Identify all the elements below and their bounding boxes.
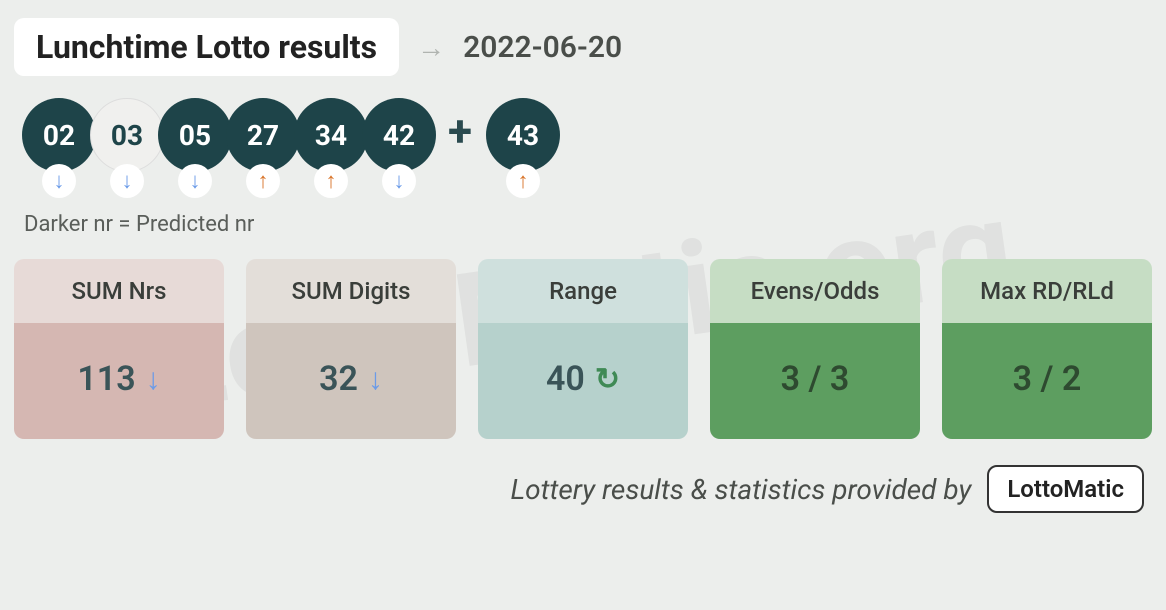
ball-wrap: 34↑ <box>294 98 368 198</box>
legend-text: Darker nr = Predicted nr <box>24 212 1152 237</box>
footer-text: Lottery results & statistics provided by <box>511 473 972 506</box>
ball-predicted: 43 <box>486 98 560 172</box>
cycle-icon: ↻ <box>595 362 620 397</box>
arrow-right-icon: → <box>417 31 445 64</box>
trend-up-icon: ↑ <box>506 164 540 198</box>
stat-card: Max RD/RLd 3 / 2 <box>942 259 1152 439</box>
brand-chip[interactable]: LottoMatic <box>987 465 1144 513</box>
trend-down-icon: ↓ <box>382 164 416 198</box>
stats-row: SUM Nrs 113 ↓ SUM Digits 32 ↓ Range 40 ↻ Evens/Od… <box>14 259 1152 439</box>
plus-separator: + <box>448 105 472 157</box>
stat-card-value: 3 / 2 <box>942 323 1152 439</box>
trend-down-icon: ↓ <box>42 164 76 198</box>
ball-wrap: 42↓ <box>362 98 436 198</box>
trend-up-icon: ↑ <box>246 164 280 198</box>
stat-card: Evens/Odds 3 / 3 <box>710 259 920 439</box>
stat-card-label: SUM Digits <box>246 259 456 323</box>
ball-wrap: 03↓ <box>90 98 164 198</box>
balls-row: 02↓03↓05↓27↑34↑42↓+43↑ <box>22 98 1152 198</box>
trend-down-icon: ↓ <box>110 164 144 198</box>
ball-wrap: 02↓ <box>22 98 96 198</box>
stat-card-label: Max RD/RLd <box>942 259 1152 323</box>
stat-card-value: 32 ↓ <box>246 323 456 439</box>
stat-card: Range 40 ↻ <box>478 259 688 439</box>
ball-regular: 03 <box>90 98 164 172</box>
stat-value-text: 32 <box>319 359 358 399</box>
ball-wrap: 43↑ <box>486 98 560 198</box>
ball-predicted: 34 <box>294 98 368 172</box>
result-date: 2022-06-20 <box>463 30 622 65</box>
ball-predicted: 02 <box>22 98 96 172</box>
stat-card-value: 40 ↻ <box>478 323 688 439</box>
ball-predicted: 05 <box>158 98 232 172</box>
page-title: Lunchtime Lotto results <box>14 18 399 76</box>
trend-up-icon: ↑ <box>314 164 348 198</box>
ball-wrap: 05↓ <box>158 98 232 198</box>
ball-predicted: 27 <box>226 98 300 172</box>
stat-card-label: Evens/Odds <box>710 259 920 323</box>
stat-card-label: Range <box>478 259 688 323</box>
stat-card: SUM Nrs 113 ↓ <box>14 259 224 439</box>
header-row: Lunchtime Lotto results → 2022-06-20 <box>14 18 1152 76</box>
footer-row: Lottery results & statistics provided by… <box>14 465 1152 513</box>
stat-card-value: 113 ↓ <box>14 323 224 439</box>
ball-predicted: 42 <box>362 98 436 172</box>
content-region: Lunchtime Lotto results → 2022-06-20 02↓… <box>14 18 1152 513</box>
stat-value-text: 3 / 3 <box>781 359 850 399</box>
trend-down-icon: ↓ <box>146 362 161 397</box>
stat-value-text: 3 / 2 <box>1013 359 1082 399</box>
trend-down-icon: ↓ <box>368 362 383 397</box>
stat-card: SUM Digits 32 ↓ <box>246 259 456 439</box>
stat-card-label: SUM Nrs <box>14 259 224 323</box>
ball-wrap: 27↑ <box>226 98 300 198</box>
stat-value-text: 113 <box>77 359 135 399</box>
stat-card-value: 3 / 3 <box>710 323 920 439</box>
trend-down-icon: ↓ <box>178 164 212 198</box>
stat-value-text: 40 <box>546 359 585 399</box>
